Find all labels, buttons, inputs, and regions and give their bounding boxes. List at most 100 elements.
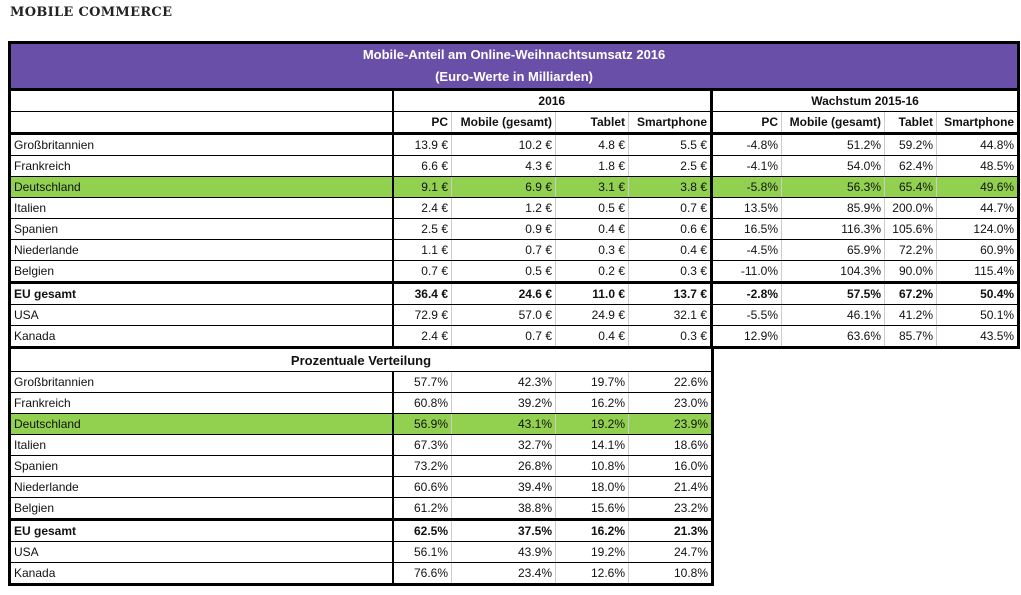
value-cell: 6.6 € xyxy=(392,155,452,177)
growth-cell: 46.1% xyxy=(781,304,885,326)
value-cell: 6.9 € xyxy=(451,176,556,198)
share-cell: 39.4% xyxy=(451,476,556,498)
table-row: Niederlande 1.1 €0.7 €0.3 €0.4 € -4.5% 65.9… xyxy=(9,239,1020,261)
growth-cell: -4.8% xyxy=(710,133,782,156)
growth-cell: 48.5% xyxy=(935,155,1020,177)
share-cell: 18.6% xyxy=(627,434,714,456)
growth-cell: -2.8% xyxy=(710,281,782,305)
growth-cell: 67.2% xyxy=(884,281,937,305)
share-cell: 67.3% xyxy=(392,434,452,456)
share-cell: 56.1% xyxy=(392,541,452,563)
col-header-growth-smartphone: Smartphone xyxy=(935,111,1020,135)
col-header-growth-tablet: Tablet xyxy=(884,111,937,135)
country-cell: Spanien xyxy=(9,218,394,240)
value-cell: 0.3 € xyxy=(628,260,712,283)
share-cell: 23.9% xyxy=(627,413,714,435)
growth-cell: 44.8% xyxy=(935,133,1020,156)
share-cell: 16.2% xyxy=(555,392,629,414)
growth-cell: 56.3% xyxy=(781,176,885,198)
value-cell: 1.1 € xyxy=(392,239,452,261)
share-cell: 15.6% xyxy=(555,497,629,520)
share-cell: 61.2% xyxy=(392,497,452,520)
share-cell: 19.2% xyxy=(555,413,629,435)
growth-cell: 44.7% xyxy=(935,197,1020,219)
growth-cell: 51.2% xyxy=(781,133,885,156)
share-cell: 21.3% xyxy=(627,518,714,542)
country-cell: EU gesamt xyxy=(9,281,394,305)
country-cell: Italien xyxy=(9,197,394,219)
growth-cell: 62.4% xyxy=(884,155,937,177)
growth-cell: 54.0% xyxy=(781,155,885,177)
value-cell: 0.5 € xyxy=(555,197,629,219)
share-cell: 26.8% xyxy=(451,455,556,477)
growth-cell: 116.3% xyxy=(781,218,885,240)
growth-cell: 90.0% xyxy=(884,260,937,283)
share-cell: 60.8% xyxy=(392,392,452,414)
country-cell: Spanien xyxy=(9,455,394,477)
country-cell: Frankreich xyxy=(9,155,394,177)
growth-cell: 124.0% xyxy=(935,218,1020,240)
share-cell: 32.7% xyxy=(451,434,556,456)
col-header-tablet: Tablet xyxy=(555,111,629,135)
share-row: Spanien 73.2% 26.8% 10.8% 16.0% xyxy=(9,455,714,477)
country-cell: Großbritannien xyxy=(9,133,394,156)
share-cell: 43.1% xyxy=(451,413,556,435)
table-row: Spanien 2.5 €0.9 €0.4 €0.6 €16.5% 116.3% 10… xyxy=(9,218,1020,240)
share-cell: 60.6% xyxy=(392,476,452,498)
value-cell: 0.6 € xyxy=(628,218,712,240)
growth-cell: 50.1% xyxy=(935,304,1020,326)
col-header-smartphone: Smartphone xyxy=(628,111,712,135)
country-cell: Niederlande xyxy=(9,476,394,498)
share-cell: 73.2% xyxy=(392,455,452,477)
growth-cell: 41.2% xyxy=(884,304,937,326)
share-cell: 12.6% xyxy=(555,562,629,585)
country-cell: USA xyxy=(9,541,394,563)
growth-cell: 57.5% xyxy=(781,281,885,305)
growth-cell: -11.0% xyxy=(710,260,782,283)
table-title: Mobile-Anteil am Online-Weihnachtsumsatz… xyxy=(9,42,1019,66)
share-cell: 19.2% xyxy=(555,541,629,563)
country-cell: USA xyxy=(9,304,394,326)
value-cell: 36.4 € xyxy=(392,281,452,305)
country-cell: Kanada xyxy=(9,325,394,348)
table-row: Frankreich 6.6 €4.3 €1.8 €2.5 € -4.1% 54.0%… xyxy=(9,155,1020,177)
country-cell: Niederlande xyxy=(9,239,394,261)
value-cell: 2.5 € xyxy=(392,218,452,240)
value-cell: 0.3 € xyxy=(555,239,629,261)
share-cell: 37.5% xyxy=(451,518,556,542)
table-row: EU gesamt 36.4 €24.6 €11.0 €13.7 € -2.8% 57… xyxy=(9,281,1020,305)
value-cell: 1.2 € xyxy=(451,197,556,219)
growth-cell: 60.9% xyxy=(935,239,1020,261)
country-cell: Deutschland xyxy=(9,413,394,435)
col-header-pc: PC xyxy=(392,111,452,135)
growth-cell: 16.5% xyxy=(710,218,782,240)
value-cell: 13.9 € xyxy=(392,133,452,156)
growth-cell: 115.4% xyxy=(935,260,1020,283)
group-header-2016: 2016 xyxy=(392,89,712,112)
growth-cell: 85.7% xyxy=(884,325,937,348)
growth-cell: 50.4% xyxy=(935,281,1020,305)
share-cell: 18.0% xyxy=(555,476,629,498)
growth-cell: 49.6% xyxy=(935,176,1020,198)
value-cell: 4.3 € xyxy=(451,155,556,177)
value-cell: 0.4 € xyxy=(555,218,629,240)
growth-cell: 43.5% xyxy=(935,325,1020,348)
share-row: Italien 67.3% 32.7% 14.1% 18.6% xyxy=(9,434,714,456)
growth-cell: 59.2% xyxy=(884,133,937,156)
table-row: Großbritannien 13.9 €10.2 €4.8 €5.5 € -4.8… xyxy=(9,133,1020,156)
value-cell: 0.4 € xyxy=(628,239,712,261)
country-cell: Belgien xyxy=(9,260,394,283)
share-cell: 14.1% xyxy=(555,434,629,456)
empty-header xyxy=(9,111,394,135)
value-cell: 0.2 € xyxy=(555,260,629,283)
share-cell: 43.9% xyxy=(451,541,556,563)
country-cell: Deutschland xyxy=(9,176,394,198)
value-cell: 0.3 € xyxy=(628,325,712,348)
growth-cell: -5.8% xyxy=(710,176,782,198)
group-header-growth: Wachstum 2015-16 xyxy=(709,89,1020,112)
growth-cell: 65.9% xyxy=(781,239,885,261)
value-cell: 0.7 € xyxy=(628,197,712,219)
share-cell: 62.5% xyxy=(392,518,452,542)
table-subtitle: (Euro-Werte in Milliarden) xyxy=(9,66,1019,91)
value-cell: 11.0 € xyxy=(555,281,629,305)
